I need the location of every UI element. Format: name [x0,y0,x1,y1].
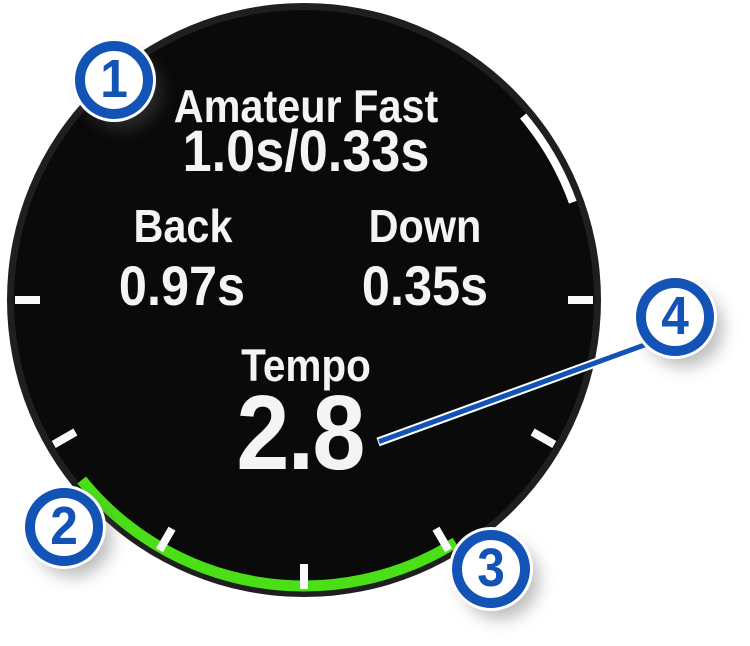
tempo-value: 2.8 [236,374,365,492]
tempo-zone-green-arc [77,476,459,592]
gauge-tick-8oclock [51,428,78,448]
gauge-tick-5oclock [432,526,452,553]
watch-face [14,10,594,590]
callout-2-badge: 2 [25,488,103,566]
callout-3-number: 3 [477,538,505,598]
callout-4-leader-line [376,338,652,447]
downswing-time-value: 0.35s [361,254,489,317]
gauge-tick-marks [15,296,593,589]
tempo-timing-ratio: 1.0s/0.33s [182,119,430,184]
backswing-label: Back [133,200,233,252]
callout-4-number: 4 [661,286,689,346]
tempo-preset-title: Amateur Fast [173,80,439,132]
callout-1-number: 1 [100,49,128,109]
leader-line-blue-core [378,340,651,444]
callout-4-badge: 4 [636,278,714,356]
gauge-tick-7oclock [156,526,176,553]
tempo-label: Tempo [241,340,371,391]
callout-3-badge: 3 [452,530,530,608]
downswing-label: Down [368,200,482,252]
callout-1-badge: 1 [75,41,153,119]
backswing-time-value: 0.97s [118,254,246,317]
gauge-segment-arc [520,113,577,204]
callout-2-number: 2 [50,496,78,556]
gauge-tick-4oclock [530,428,557,448]
